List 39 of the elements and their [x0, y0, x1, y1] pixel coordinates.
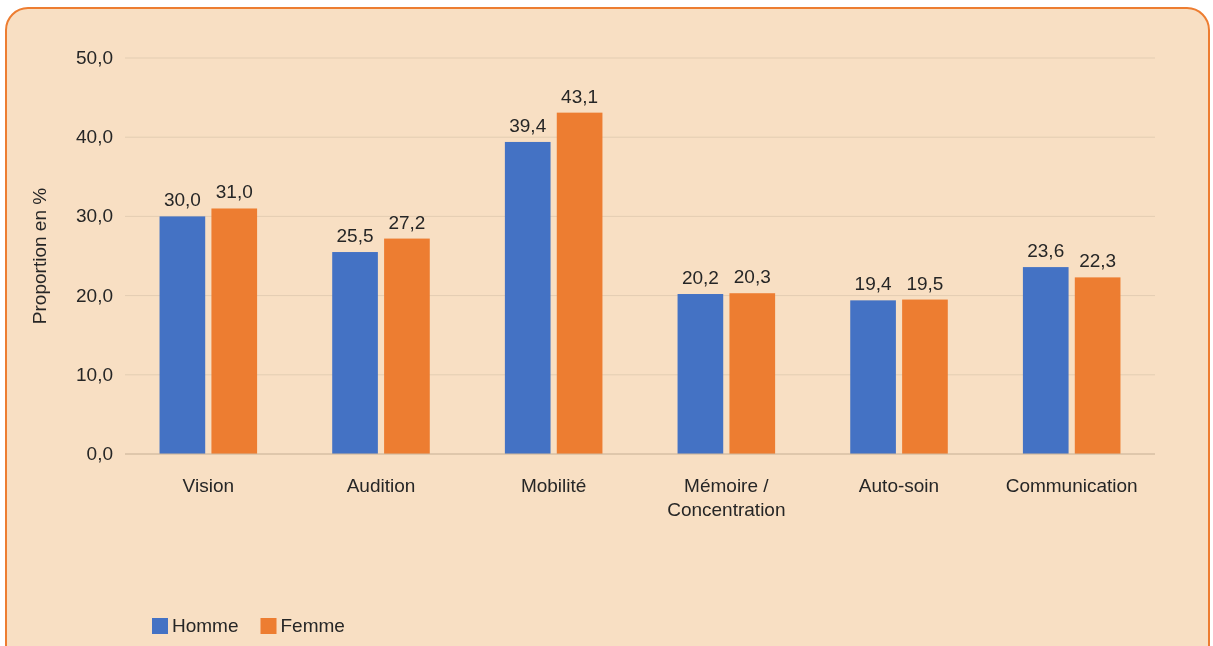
x-tick-label: Audition	[346, 475, 416, 496]
bar	[332, 252, 378, 454]
x-tick-label: Communication	[1005, 475, 1138, 496]
data-label: 19,4	[854, 273, 892, 295]
bar	[159, 216, 206, 454]
data-label: 31,0	[215, 181, 253, 203]
bar	[556, 112, 603, 454]
bar	[211, 208, 258, 454]
y-tick-label: 40,0	[76, 126, 113, 148]
y-tick-label: 30,0	[76, 205, 113, 227]
y-tick-label: 50,0	[76, 47, 113, 68]
legend-label: Homme	[172, 615, 239, 636]
y-tick-label: 0,0	[86, 443, 113, 464]
bar	[384, 238, 430, 454]
data-label: 43,1	[561, 85, 599, 107]
x-tick-label: Auto-soin	[858, 475, 940, 496]
bar	[1074, 277, 1121, 454]
bar	[850, 300, 896, 454]
y-axis-title: Proportion en %	[29, 187, 50, 325]
bar	[729, 293, 776, 454]
x-tick-label: Mobilité	[520, 475, 587, 496]
x-tick-label: Vision	[182, 475, 235, 496]
data-label: 20,3	[733, 266, 771, 288]
data-label: 39,4	[509, 114, 547, 136]
y-tick-label: 10,0	[76, 363, 113, 385]
y-tick-label: 20,0	[76, 284, 113, 306]
bar	[902, 299, 948, 454]
data-label: 20,2	[681, 267, 719, 289]
data-label: 25,5	[336, 225, 374, 247]
data-label: 19,5	[906, 272, 944, 294]
legend-label: Femme	[280, 615, 345, 636]
bar	[677, 294, 724, 454]
bar	[504, 141, 551, 454]
data-label: 23,6	[1027, 240, 1065, 262]
data-label: 22,3	[1079, 250, 1117, 272]
data-label: 27,2	[388, 211, 426, 233]
x-tick-label: Mémoire / Concentration	[667, 475, 786, 520]
data-label: 30,0	[163, 189, 201, 211]
bar	[1022, 267, 1069, 454]
